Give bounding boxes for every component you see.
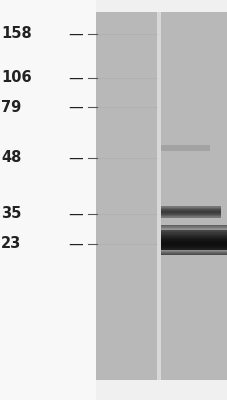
Bar <box>160 237 227 238</box>
Bar <box>160 213 220 214</box>
Text: 79: 79 <box>1 100 21 115</box>
Bar <box>160 226 227 227</box>
Bar <box>160 234 227 235</box>
Bar <box>160 245 227 246</box>
Bar <box>160 251 227 252</box>
Bar <box>160 247 227 248</box>
Bar <box>160 145 209 151</box>
Bar <box>160 217 220 218</box>
Bar <box>160 227 227 228</box>
Text: —: — <box>68 206 83 222</box>
Bar <box>95 12 227 380</box>
Bar <box>160 228 227 229</box>
Bar <box>160 251 227 252</box>
Bar <box>160 254 227 255</box>
Bar <box>160 225 227 226</box>
Text: —: — <box>68 70 83 86</box>
Bar <box>160 212 220 213</box>
Bar <box>160 246 227 247</box>
Bar <box>160 238 227 239</box>
Bar <box>160 253 227 254</box>
Bar <box>0 0 95 400</box>
Bar <box>160 228 227 229</box>
Text: 23: 23 <box>1 236 21 252</box>
Bar <box>160 214 220 215</box>
Bar <box>160 250 227 251</box>
Bar <box>160 231 227 232</box>
Bar <box>160 209 220 210</box>
Bar <box>160 254 227 255</box>
Bar <box>160 210 220 211</box>
Bar <box>160 216 220 217</box>
Bar <box>160 249 227 250</box>
Bar <box>160 208 220 209</box>
Text: —: — <box>68 150 83 166</box>
Bar <box>160 225 227 226</box>
Bar <box>160 230 227 231</box>
Text: 106: 106 <box>1 70 32 86</box>
Bar <box>160 232 227 233</box>
Bar <box>160 233 227 234</box>
Bar <box>160 241 227 242</box>
Bar <box>160 235 227 236</box>
Text: 158: 158 <box>1 26 32 42</box>
Text: —: — <box>68 100 83 115</box>
Bar <box>160 240 227 241</box>
Bar <box>160 243 227 244</box>
Bar <box>160 211 220 212</box>
Text: 48: 48 <box>1 150 21 166</box>
Bar <box>160 250 227 251</box>
Bar <box>160 206 220 207</box>
Bar <box>160 207 220 208</box>
Bar <box>160 229 227 230</box>
Bar <box>160 215 220 216</box>
Bar <box>160 236 227 237</box>
Bar <box>160 229 227 230</box>
Text: —: — <box>68 26 83 42</box>
Bar <box>160 244 227 245</box>
Text: 35: 35 <box>1 206 21 222</box>
Bar <box>160 227 227 228</box>
Bar <box>160 242 227 243</box>
Text: —: — <box>68 236 83 252</box>
Bar <box>160 248 227 249</box>
Bar <box>156 12 160 380</box>
Bar <box>160 252 227 253</box>
Bar <box>160 239 227 240</box>
